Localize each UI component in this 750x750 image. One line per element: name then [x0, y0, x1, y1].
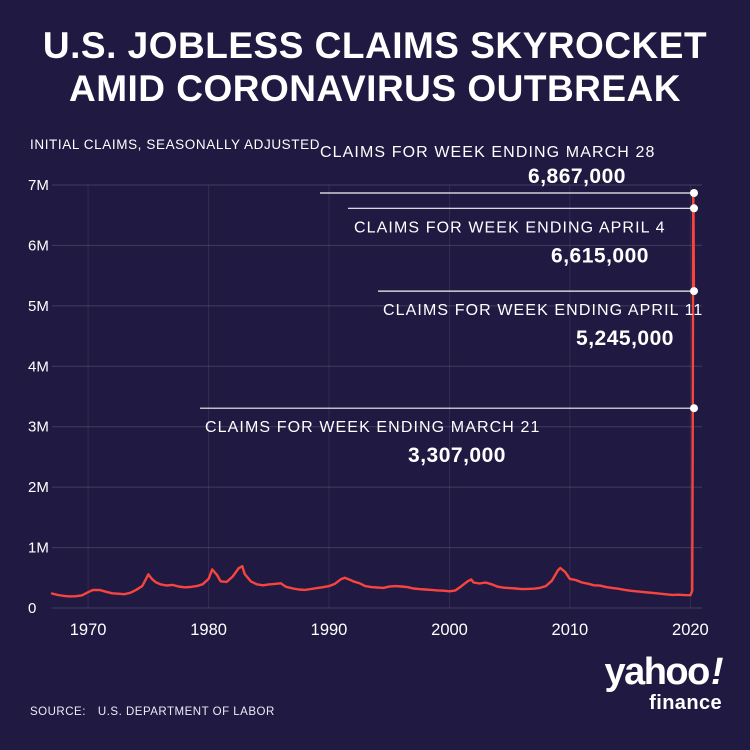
- x-axis-tick-label: 1980: [190, 621, 227, 639]
- page-title: U.S. JOBLESS CLAIMS SKYROCKET AMID CORON…: [0, 24, 750, 111]
- yahoo-wordmark: yahoo!: [604, 651, 724, 693]
- yahoo-exclamation: !: [710, 651, 724, 693]
- x-axis-tick-label: 2020: [672, 621, 709, 639]
- annotation-value: 3,307,000: [408, 444, 506, 467]
- chart-subtitle: INITIAL CLAIMS, SEASONALLY ADJUSTED: [30, 137, 321, 152]
- title-line-1: U.S. JOBLESS CLAIMS SKYROCKET: [42, 25, 708, 66]
- source-note: SOURCE: U.S. DEPARTMENT OF LABOR: [30, 706, 275, 718]
- annotation-label: CLAIMS FOR WEEK ENDING APRIL 4: [354, 219, 666, 236]
- y-axis-tick-label: 1M: [28, 540, 49, 557]
- annotation-value: 6,615,000: [551, 244, 649, 267]
- annotation-label: CLAIMS FOR WEEK ENDING APRIL 11: [383, 302, 703, 319]
- annotation-label: CLAIMS FOR WEEK ENDING MARCH 21: [205, 419, 540, 436]
- annotation-label: CLAIMS FOR WEEK ENDING MARCH 28: [320, 144, 655, 161]
- y-axis-tick-label: 2M: [28, 479, 49, 496]
- finance-wordmark: finance: [649, 692, 722, 714]
- y-axis-tick-label: 5M: [28, 298, 49, 315]
- annotation-point-marker: [690, 287, 698, 296]
- y-axis-tick-label: 0: [28, 600, 36, 617]
- annotation-point-marker: [690, 204, 698, 213]
- x-axis-tick-label: 2000: [431, 621, 468, 639]
- annotation-point-marker: [690, 404, 698, 413]
- yahoo-text: yahoo: [604, 651, 710, 693]
- y-axis-tick-label: 4M: [28, 358, 49, 375]
- x-axis-tick-label: 2010: [552, 621, 589, 639]
- source-value: U.S. DEPARTMENT OF LABOR: [97, 706, 275, 718]
- title-line-2: AMID CORONAVIRUS OUTBREAK: [68, 68, 682, 110]
- x-axis-tick-label: 1990: [311, 621, 348, 639]
- annotation-point-marker: [690, 189, 698, 197]
- y-axis-tick-label: 6M: [28, 237, 49, 254]
- yahoo-finance-logo: yahoo! finance: [604, 651, 724, 714]
- y-axis-tick-label: 7M: [28, 177, 49, 194]
- source-label: SOURCE:: [30, 706, 86, 718]
- x-axis-tick-label: 1970: [70, 621, 107, 639]
- claims-line-series: [50, 191, 696, 598]
- y-axis-tick-label: 3M: [28, 419, 49, 436]
- annotation-value: 6,867,000: [528, 165, 626, 188]
- annotation-value: 5,245,000: [576, 327, 674, 350]
